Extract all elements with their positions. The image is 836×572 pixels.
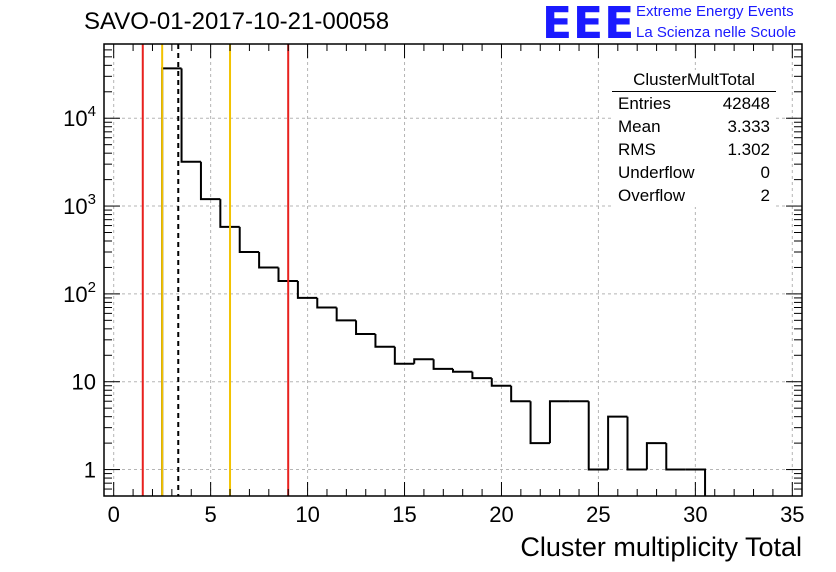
- stats-label: Mean: [618, 117, 661, 136]
- histogram-bin: [607, 415, 628, 470]
- stats-value: 3.333: [727, 117, 770, 136]
- stats-value: 0: [760, 163, 770, 182]
- histogram-bin: [645, 442, 667, 470]
- histogram-bin: [219, 199, 240, 228]
- chart-title: SAVO-01-2017-10-21-00058: [84, 8, 390, 35]
- histogram-bin: [277, 267, 298, 283]
- x-tick-label: 5: [205, 502, 217, 527]
- histogram-bin: [665, 443, 686, 471]
- stats-value: 42848: [722, 94, 770, 113]
- stats-header: ClusterMultTotal: [612, 70, 776, 92]
- histogram-bin: [685, 468, 707, 496]
- stats-row-overflow: Overflow 2: [612, 184, 776, 207]
- histogram-bin: [180, 68, 201, 163]
- y-tick-label: 10: [72, 370, 96, 395]
- x-tick-label: 25: [586, 502, 610, 527]
- histogram-bin: [258, 251, 279, 269]
- stats-value: 2: [760, 186, 770, 205]
- histogram-bin: [374, 333, 395, 348]
- plot-frame: [103, 43, 803, 497]
- y-tick-label: 102: [63, 279, 96, 307]
- histogram-bin: [452, 368, 473, 373]
- x-tick-label: 10: [295, 502, 319, 527]
- stats-label: Entries: [618, 94, 671, 113]
- stats-label: Underflow: [618, 163, 695, 182]
- x-tick-label: 30: [683, 502, 707, 527]
- y-tick-label: 104: [63, 103, 96, 131]
- histogram-bin: [335, 307, 357, 322]
- histogram-bin: [587, 401, 609, 471]
- stats-label: RMS: [618, 140, 656, 159]
- stats-box: ClusterMultTotal Entries 42848 Mean 3.33…: [612, 70, 776, 207]
- histogram-bin: [432, 359, 453, 370]
- stats-row-underflow: Underflow 0: [612, 161, 776, 184]
- histogram-bin: [626, 416, 647, 471]
- histogram-bin: [490, 378, 512, 387]
- x-tick-label: 0: [108, 502, 120, 527]
- histogram-bin: [316, 297, 337, 309]
- stats-value: 1.302: [727, 140, 770, 159]
- histogram-bin: [471, 371, 492, 380]
- x-tick-label: 20: [489, 502, 513, 527]
- histogram-bin: [393, 346, 415, 365]
- histogram-bin: [548, 400, 570, 444]
- y-tick-label: 103: [63, 191, 96, 219]
- histogram-bin: [510, 385, 531, 403]
- x-tick-label: 35: [780, 502, 804, 527]
- logo-line-1: Extreme Energy Events: [636, 3, 794, 20]
- histogram-bin: [529, 401, 550, 445]
- stats-row-rms: RMS 1.302: [612, 138, 776, 161]
- x-axis-label: Cluster multiplicity Total: [520, 532, 802, 562]
- stats-row-entries: Entries 42848: [612, 92, 776, 115]
- histogram-bin: [413, 358, 434, 364]
- eee-logo: EEE: [542, 0, 636, 49]
- histogram-bin: [355, 320, 376, 335]
- stats-label: Overflow: [618, 186, 686, 205]
- histogram-bin: [199, 161, 221, 201]
- y-tick-label: 1: [84, 458, 96, 483]
- stats-row-mean: Mean 3.333: [612, 115, 776, 138]
- histogram-bin: [238, 226, 260, 253]
- x-tick-label: 15: [392, 502, 416, 527]
- histogram-bin: [296, 281, 318, 299]
- logo-line-2: La Scienza nelle Scuole: [636, 24, 797, 41]
